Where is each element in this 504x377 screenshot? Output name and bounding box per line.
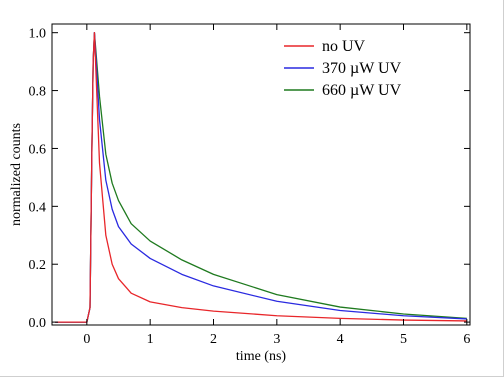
y-tick-label: 0.0 [29, 316, 47, 331]
x-tick-label: 2 [210, 332, 217, 347]
series-line-2 [55, 32, 467, 323]
plot-frame [51, 23, 471, 326]
ticks-layer: 0 1 2 3 4 5 6 0.0 0.2 0.4 0.6 0.8 1.0 [29, 24, 470, 347]
x-tick-label: 5 [400, 332, 407, 347]
series-layer [55, 32, 467, 323]
y-tick-label: 1.0 [29, 27, 47, 42]
legend: no UV 370 µW UV 660 µW UV [284, 38, 402, 99]
y-tick-label: 0.2 [29, 258, 47, 273]
x-tick-label: 0 [83, 332, 90, 347]
legend-label: 660 µW UV [322, 82, 402, 99]
x-axis-label: time (ns) [236, 349, 286, 364]
y-tick-label: 0.6 [29, 142, 47, 157]
y-tick-label: 0.8 [29, 85, 47, 100]
series-line-0 [55, 32, 467, 323]
x-tick-label: 3 [273, 332, 280, 347]
y-tick-label: 0.4 [29, 200, 47, 215]
series-line-1 [55, 32, 467, 323]
x-tick-label: 6 [463, 332, 470, 347]
x-tick-label: 1 [147, 332, 154, 347]
x-tick-label: 4 [337, 332, 344, 347]
legend-label: no UV [322, 38, 366, 55]
legend-label: 370 µW UV [322, 60, 402, 77]
y-axis-label: normalized counts [9, 123, 24, 226]
